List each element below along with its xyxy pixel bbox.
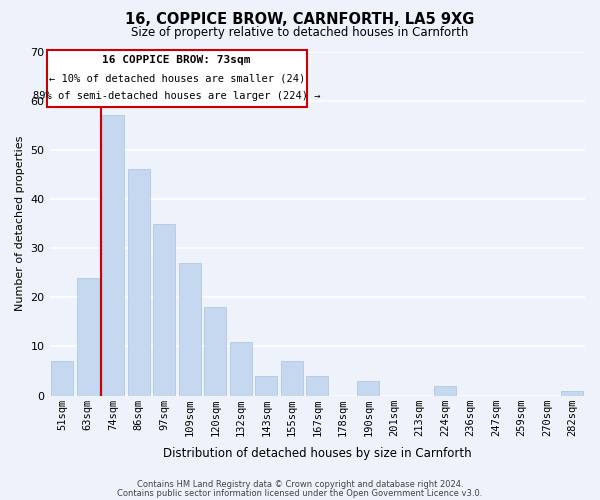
Text: ← 10% of detached houses are smaller (24): ← 10% of detached houses are smaller (24… [49, 74, 305, 84]
Text: Contains public sector information licensed under the Open Government Licence v3: Contains public sector information licen… [118, 489, 482, 498]
Bar [103, 116, 124, 396]
Bar [128, 170, 149, 396]
Bar [256, 376, 277, 396]
Bar [230, 342, 251, 396]
Bar [154, 224, 175, 396]
Text: Contains HM Land Registry data © Crown copyright and database right 2024.: Contains HM Land Registry data © Crown c… [137, 480, 463, 489]
Text: 16, COPPICE BROW, CARNFORTH, LA5 9XG: 16, COPPICE BROW, CARNFORTH, LA5 9XG [125, 12, 475, 28]
Bar [281, 361, 302, 396]
Y-axis label: Number of detached properties: Number of detached properties [15, 136, 25, 311]
Bar [77, 278, 98, 396]
Bar [434, 386, 455, 396]
Bar [205, 307, 226, 396]
Text: 16 COPPICE BROW: 73sqm: 16 COPPICE BROW: 73sqm [103, 55, 251, 65]
Bar [307, 376, 328, 396]
X-axis label: Distribution of detached houses by size in Carnforth: Distribution of detached houses by size … [163, 447, 472, 460]
Bar [179, 263, 200, 396]
Bar [562, 390, 583, 396]
FancyBboxPatch shape [47, 50, 307, 106]
Text: Size of property relative to detached houses in Carnforth: Size of property relative to detached ho… [131, 26, 469, 39]
Bar [358, 381, 379, 396]
Text: 89% of semi-detached houses are larger (224) →: 89% of semi-detached houses are larger (… [33, 91, 320, 101]
Bar [52, 361, 73, 396]
